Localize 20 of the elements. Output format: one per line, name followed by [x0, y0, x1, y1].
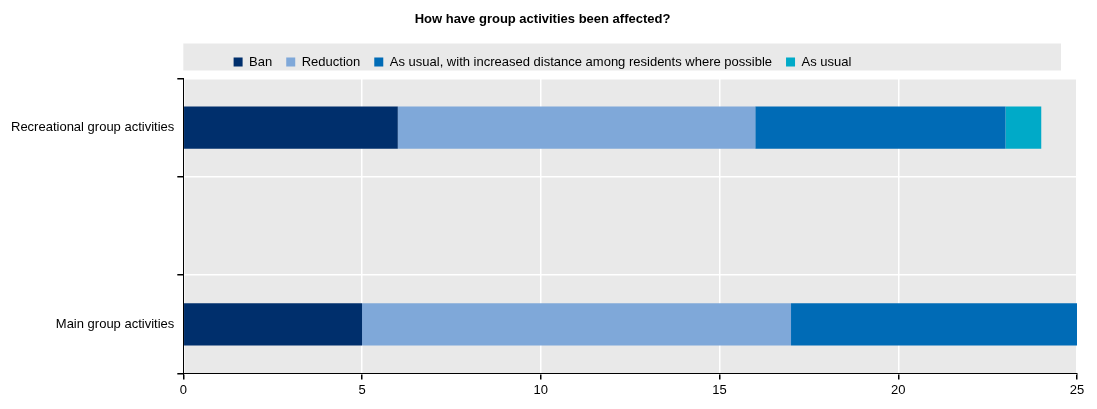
bar	[362, 303, 792, 346]
bar	[397, 106, 756, 149]
bar	[791, 303, 1077, 346]
x-tick-label: 25	[1069, 381, 1085, 397]
legend-label: As usual, with increased distance among residents where possible	[389, 53, 773, 69]
x-tick-label: 5	[358, 381, 366, 397]
x-tick-label: 20	[891, 381, 906, 397]
x-tick-label: 15	[712, 381, 727, 397]
chart-title: How have group activities been affected?	[414, 11, 671, 27]
bar	[184, 303, 363, 346]
x-tick-label: 10	[533, 381, 549, 397]
legend-label: Ban	[249, 53, 273, 69]
y-tick-label: Recreational group activities	[10, 119, 175, 135]
y-tick-label: Main group activities	[55, 315, 175, 331]
bar	[755, 106, 1006, 149]
legend-label: Reduction	[301, 53, 361, 69]
bar	[184, 106, 398, 149]
legend-label: As usual	[801, 53, 852, 69]
bar	[1005, 106, 1042, 149]
x-tick-label: 0	[179, 381, 187, 397]
